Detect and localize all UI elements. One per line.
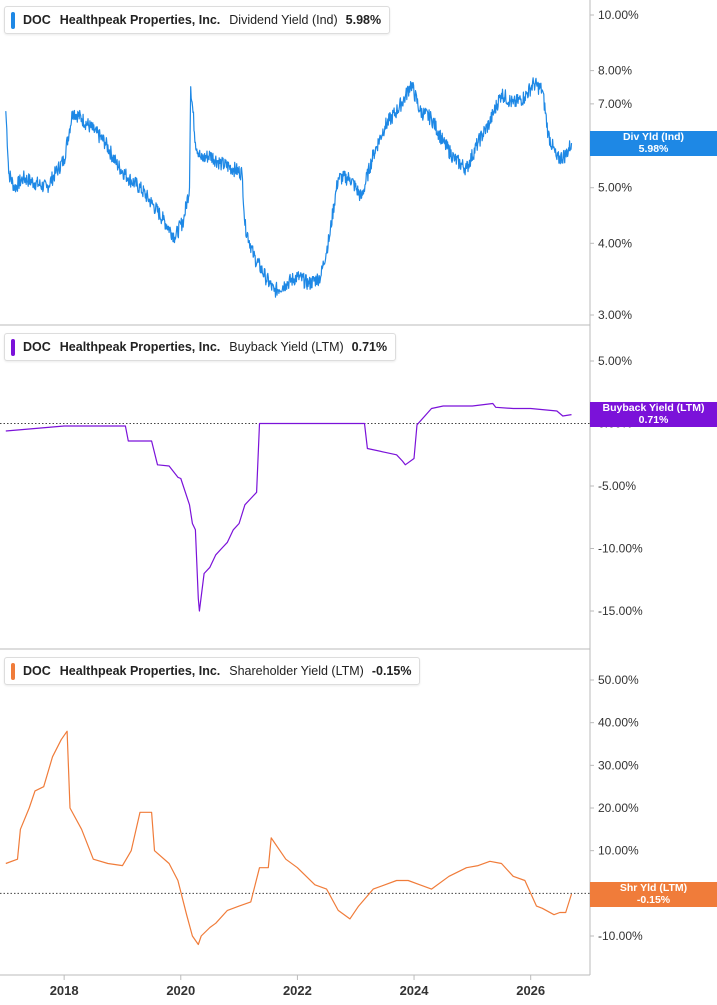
series-line-1 [5,77,573,298]
legend-metric: Shareholder Yield (LTM) [229,664,364,678]
y-tick-label: 4.00% [598,236,632,250]
y-tick-label: 3.00% [598,308,632,322]
flag-label: Div Yld (Ind) [622,131,685,143]
y-tick-label: 10.00% [598,8,639,22]
x-tick-label: 2022 [283,983,312,998]
y-tick-label: -5.00% [598,479,636,493]
series-color-swatch [11,338,15,356]
flag-label: Shr Yld (LTM) [619,882,688,894]
y-tick-label: -10.00% [598,542,643,556]
x-tick-label: 2026 [516,983,545,998]
y-tick-label: 50.00% [598,673,639,687]
legend-dividend-yield[interactable]: DOC Healthpeak Properties, Inc. Dividend… [4,6,391,34]
series-color-swatch [11,662,15,680]
y-tick-label: -15.00% [598,604,643,618]
y-tick-label: 40.00% [598,716,639,730]
series-line-2 [5,402,572,612]
y-tick-label: -10.00% [598,929,643,943]
series-line-3 [5,730,573,946]
last-value-flag-buyback: Buyback Yield (LTM) 0.71% [590,402,717,427]
y-tick-label: 20.00% [598,801,639,815]
flag-value: -0.15% [636,893,671,906]
series-color-swatch [11,11,15,29]
y-tick-label: 8.00% [598,64,632,78]
legend-company: Healthpeak Properties, Inc. [59,340,221,354]
legend-shareholder-yield[interactable]: DOC Healthpeak Properties, Inc. Sharehol… [4,657,421,685]
x-tick-label: 2018 [50,983,79,998]
legend-metric: Buyback Yield (LTM) [229,340,344,354]
y-tick-label: 10.00% [598,844,639,858]
y-tick-label: 30.00% [598,758,639,772]
last-value-flag-shareholder: Shr Yld (LTM) -0.15% [590,882,717,907]
legend-value: -0.15% [371,664,412,678]
legend-value: 0.71% [351,340,388,354]
last-value-flag-dividend: Div Yld (Ind) 5.98% [590,131,717,156]
flag-value: 0.71% [638,413,669,426]
legend-company: Healthpeak Properties, Inc. [59,13,221,27]
y-tick-label: 7.00% [598,97,632,111]
y-tick-label: 5.00% [598,354,632,368]
legend-buyback-yield[interactable]: DOC Healthpeak Properties, Inc. Buyback … [4,333,397,361]
y-tick-label: 5.00% [598,181,632,195]
legend-company: Healthpeak Properties, Inc. [59,664,221,678]
x-tick-label: 2020 [166,983,195,998]
legend-ticker: DOC [23,340,51,354]
legend-value: 5.98% [345,13,382,27]
flag-value: 5.98% [638,142,669,155]
flag-label: Buyback Yield (LTM) [602,402,705,414]
legend-ticker: DOC [23,13,51,27]
legend-metric: Dividend Yield (Ind) [229,13,338,27]
x-tick-label: 2024 [400,983,430,998]
legend-ticker: DOC [23,664,51,678]
